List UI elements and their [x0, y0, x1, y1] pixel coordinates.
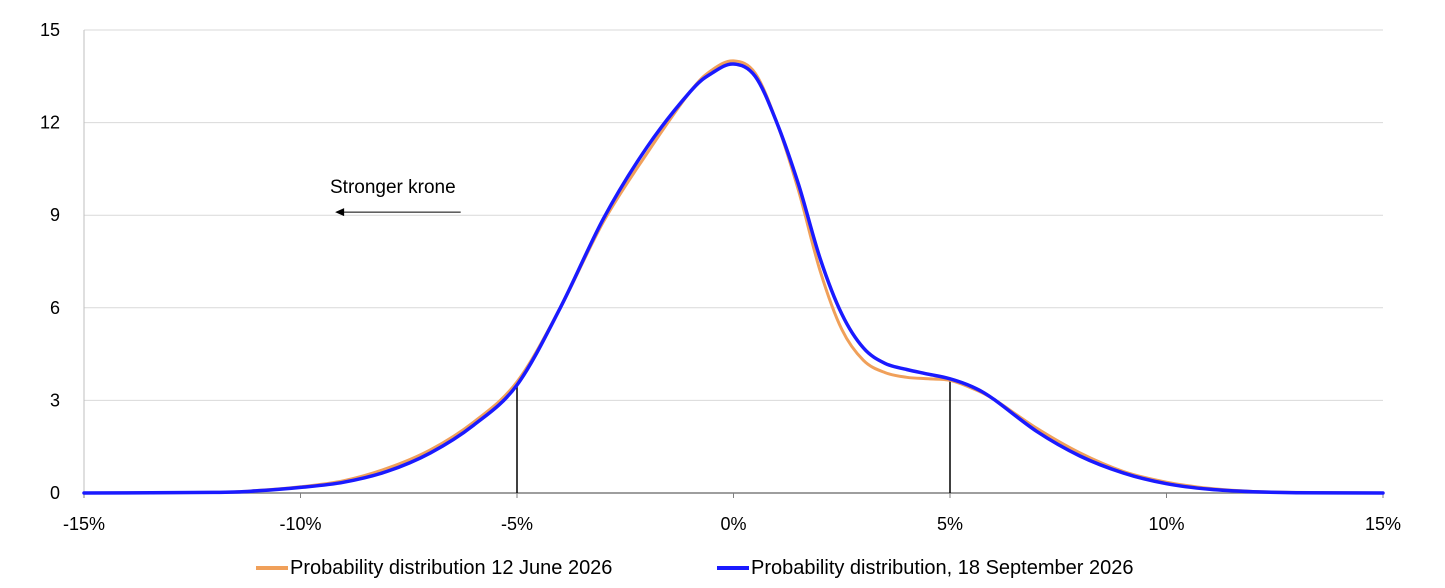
vertical-markers: [516, 378, 951, 493]
x-tick-label: 0%: [720, 514, 746, 534]
y-tick-label: 9: [50, 205, 60, 225]
x-tick-labels: -15% -10% -5% 0% 5% 10% 15%: [63, 514, 1401, 534]
y-tick-label: 12: [40, 113, 60, 133]
legend-swatch-september: [717, 566, 749, 570]
legend-item-september: Probability distribution, 18 September 2…: [717, 554, 1133, 582]
legend-item-june: Probability distribution 12 June 2026: [256, 554, 612, 582]
annotation: Stronger krone: [330, 177, 461, 217]
series-lines: [82, 59, 1385, 495]
legend-label-september: Probability distribution, 18 September 2…: [751, 556, 1134, 579]
x-tick-label: 15%: [1365, 514, 1401, 534]
legend: Probability distribution 12 June 2026 Pr…: [0, 554, 1445, 582]
x-tick-label: 10%: [1148, 514, 1184, 534]
y-tick-label: 6: [50, 298, 60, 318]
x-tick-label: -10%: [279, 514, 321, 534]
y-tick-labels: 0 3 6 9 12 15: [40, 20, 60, 503]
annotation-text: Stronger krone: [330, 177, 456, 198]
y-tick-label: 3: [50, 390, 60, 410]
axes: [83, 30, 1384, 498]
legend-swatch-june: [256, 566, 288, 570]
x-tick-label: -15%: [63, 514, 105, 534]
y-tick-label: 15: [40, 20, 60, 40]
x-tick-label: -5%: [501, 514, 533, 534]
series-line-september: [82, 62, 1385, 495]
annotation-arrowhead: [335, 208, 345, 217]
legend-label-june: Probability distribution 12 June 2026: [290, 556, 613, 579]
x-tick-label: 5%: [937, 514, 963, 534]
series-line-june: [82, 59, 1385, 495]
y-tick-label: 0: [50, 483, 60, 503]
probability-distribution-chart: Stronger krone -15% -10% -5% 0% 5% 10% 15% 0 3 6…: [40, 20, 1401, 534]
gridlines: [84, 29, 1383, 401]
